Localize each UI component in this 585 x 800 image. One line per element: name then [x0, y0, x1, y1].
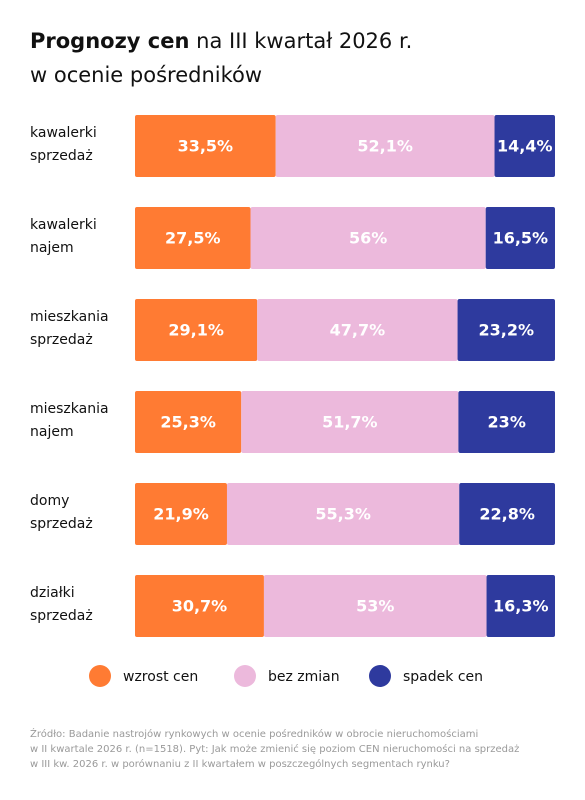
value-label: 16,5% [493, 229, 549, 248]
value-label: 30,7% [172, 597, 228, 616]
legend-label: spadek cen [403, 669, 483, 685]
value-label: 25,3% [160, 413, 216, 432]
value-label: 22,8% [479, 505, 535, 524]
value-label: 52,1% [357, 137, 413, 156]
value-label: 27,5% [165, 229, 221, 248]
bar-segment [485, 207, 555, 269]
bar-segment [135, 115, 276, 177]
bar-segment [135, 575, 264, 637]
bar-segment [226, 483, 460, 545]
title-block: Prognozy cen na III kwartał 2026 r. w oc… [30, 24, 412, 92]
chart-subtitle: na III kwartał 2026 r. w ocenie pośredni… [30, 29, 413, 87]
legend-label: wzrost cen [123, 669, 198, 685]
legend-marker [89, 665, 111, 687]
value-label: 14,4% [497, 137, 553, 156]
bar-segment [486, 575, 555, 637]
source-note: Źródło: Badanie nastrojów rynkowych w oc… [30, 729, 520, 770]
value-label: 55,3% [315, 505, 371, 524]
chart-title: Prognozy cen [30, 29, 190, 53]
category-label: mieszkania sprzedaż [30, 309, 109, 348]
category-label: kawalerki sprzedaż [30, 125, 97, 164]
bar-segment [135, 207, 251, 269]
bar-segment [275, 115, 495, 177]
category-label: działki sprzedaż [30, 585, 93, 624]
bar-segment [458, 391, 555, 453]
bar-segment [241, 391, 459, 453]
value-label: 16,3% [493, 597, 549, 616]
value-label: 51,7% [322, 413, 378, 432]
value-label: 21,9% [153, 505, 209, 524]
category-label: kawalerki najem [30, 217, 97, 256]
category-label: domy sprzedaż [30, 493, 93, 532]
legend-marker [369, 665, 391, 687]
bar-segment [459, 483, 555, 545]
value-label: 33,5% [178, 137, 234, 156]
bar-segment [457, 299, 555, 361]
value-label: 53% [356, 597, 394, 616]
bar-segment [250, 207, 486, 269]
bar-segment [263, 575, 487, 637]
bar-segment [135, 483, 227, 545]
bar-segment [494, 115, 555, 177]
legend-label: bez zmian [268, 669, 340, 685]
value-label: 23,2% [479, 321, 535, 340]
legend-marker [234, 665, 256, 687]
value-label: 47,7% [330, 321, 386, 340]
value-label: 23% [488, 413, 526, 432]
value-label: 29,1% [168, 321, 224, 340]
bar-segment [257, 299, 458, 361]
value-label: 56% [349, 229, 387, 248]
bar-segment [135, 391, 242, 453]
category-label: mieszkania najem [30, 401, 109, 440]
bar-segment [135, 299, 258, 361]
